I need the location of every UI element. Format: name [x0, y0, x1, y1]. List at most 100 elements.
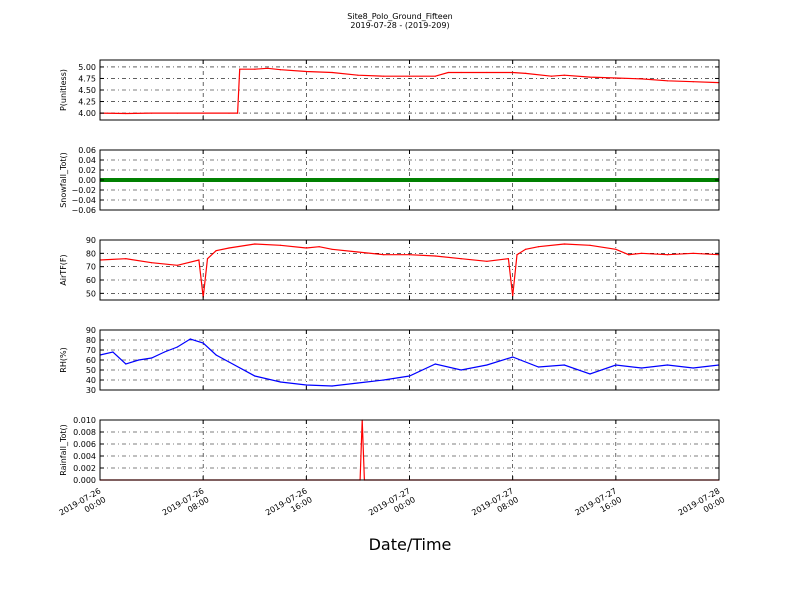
data-point [537, 366, 540, 368]
data-point [563, 243, 565, 245]
y-tick-label: 60 [86, 356, 96, 365]
y-axis-label: Rainfall_Tot() [59, 424, 68, 476]
data-point [228, 361, 230, 363]
y-tick-label: −0.06 [71, 206, 96, 215]
data-point [206, 258, 209, 260]
data-point [525, 248, 527, 250]
y-tick-label: 4.50 [78, 86, 96, 95]
data-point [434, 75, 436, 77]
data-point [357, 251, 359, 253]
y-tick-label: 5.00 [78, 63, 96, 72]
data-point [279, 244, 282, 246]
data-point [615, 364, 617, 366]
data-point [512, 356, 514, 358]
data-point [189, 338, 191, 340]
data-point [125, 112, 127, 115]
data-point [176, 346, 178, 348]
data-point [151, 112, 153, 114]
data-point [615, 77, 617, 79]
data-point [228, 112, 230, 114]
y-axis-label: RH(%) [59, 347, 68, 372]
data-point [615, 248, 617, 250]
data-point [331, 71, 333, 74]
y-tick-label: 4.00 [78, 109, 96, 118]
y-tick-label: 0.008 [73, 428, 96, 437]
data-point [563, 74, 565, 76]
data-point [641, 78, 643, 80]
data-point [239, 68, 241, 70]
data-point [512, 71, 514, 74]
data-point [589, 244, 591, 246]
y-tick-label: 0.010 [73, 416, 96, 425]
subplot-1: 4.00 4.25 4.50 4.75 5.00 P(unitless) [59, 59, 720, 121]
data-point [237, 112, 239, 114]
data-point [305, 384, 307, 386]
data-point [318, 246, 320, 248]
data-point [666, 364, 669, 366]
subplot-5: 0.000 0.002 0.004 0.006 0.008 0.010 Rainfall_T… [58, 416, 727, 517]
y-tick-label: 60 [86, 276, 96, 285]
data-point [408, 254, 411, 256]
y-tick-label: 90 [86, 326, 96, 335]
data-point [666, 80, 669, 82]
y-tick-label: 0.06 [78, 146, 96, 155]
y-tick-label: 0.00 [78, 176, 96, 185]
data-point [628, 254, 630, 256]
data-point [563, 364, 565, 366]
data-point [486, 71, 488, 74]
y-tick-label: 0.02 [78, 166, 96, 175]
data-point [434, 255, 436, 257]
data-point [408, 375, 411, 377]
data-point [125, 258, 127, 260]
data-point [383, 254, 385, 256]
data-point [176, 264, 178, 266]
subplot-3: 50 60 70 80 90 AirTF(F) [59, 236, 720, 301]
data-point [383, 379, 385, 381]
data-point [641, 252, 643, 254]
data-point [692, 252, 694, 254]
data-point [460, 71, 462, 74]
y-tick-label: 0.04 [78, 156, 96, 165]
data-point [666, 254, 669, 256]
y-tick-label: 40 [86, 376, 96, 385]
data-point [408, 75, 411, 77]
data-point [138, 359, 140, 361]
data-point [267, 67, 269, 69]
data-point [125, 363, 127, 365]
data-point [331, 385, 333, 387]
data-point [486, 260, 488, 262]
y-tick-label: 0.004 [73, 452, 96, 461]
data-point [383, 75, 385, 77]
data-point [228, 247, 230, 249]
data-point [112, 351, 114, 353]
y-tick-label: −0.02 [71, 186, 96, 195]
figure-title: Site8_Polo_Ground_Fifteen [347, 12, 452, 21]
data-point [460, 369, 462, 371]
data-point [434, 363, 436, 365]
subplot-panels: 4.004.254.504.755.00P(unitless)−0.06−0.0… [58, 59, 727, 517]
y-tick-label: 4.75 [78, 74, 96, 83]
y-axis-label: AirTF(F) [59, 254, 68, 285]
data-point [357, 382, 359, 384]
data-point [215, 250, 217, 252]
data-point [692, 367, 694, 369]
series-line [99, 67, 720, 115]
data-point [550, 75, 553, 77]
subplot-2: −0.06−0.04−0.020.000.020.040.06 Snowfall_… [59, 146, 720, 215]
data-point [507, 258, 509, 260]
data-point [641, 367, 643, 369]
series-line [99, 338, 720, 387]
y-tick-label: 80 [86, 249, 96, 258]
data-point [198, 259, 200, 261]
data-point [486, 364, 488, 366]
data-point [151, 357, 153, 359]
data-point [525, 72, 527, 74]
data-point [447, 71, 449, 74]
data-point [254, 243, 256, 245]
data-point [305, 70, 307, 73]
